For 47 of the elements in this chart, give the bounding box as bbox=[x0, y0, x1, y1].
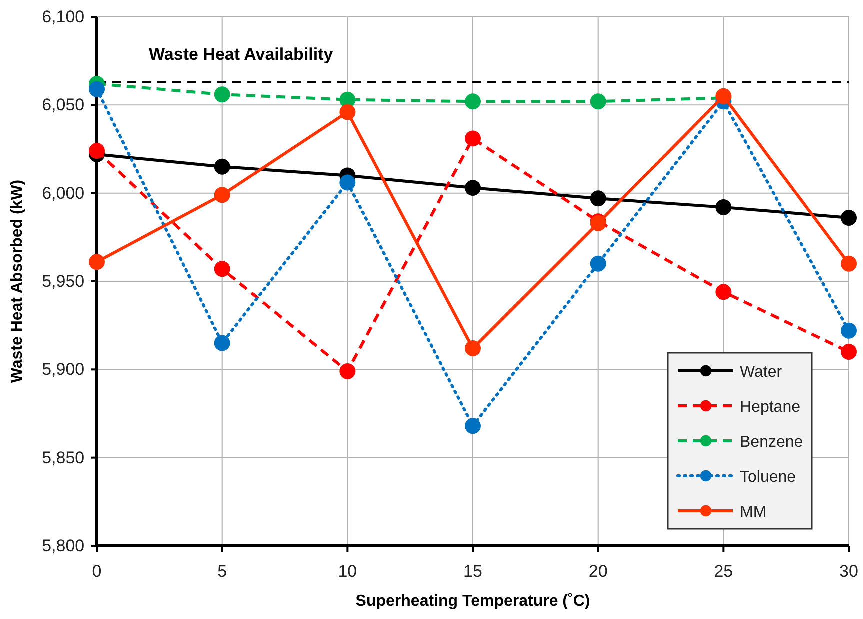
x-tick-label: 20 bbox=[588, 562, 608, 582]
point bbox=[89, 143, 105, 159]
point bbox=[89, 81, 105, 98]
y-tick-label: 5,950 bbox=[42, 272, 85, 291]
point bbox=[841, 344, 857, 360]
x-axis-title: Superheating Temperature (˚C) bbox=[356, 593, 590, 610]
y-tick-label: 5,900 bbox=[42, 360, 85, 380]
legend-label: Heptane bbox=[740, 399, 801, 416]
point bbox=[590, 94, 606, 110]
x-tick-label: 5 bbox=[218, 562, 228, 582]
point bbox=[465, 340, 481, 356]
point bbox=[841, 210, 857, 226]
point bbox=[214, 187, 230, 204]
point bbox=[716, 199, 732, 216]
point bbox=[465, 180, 481, 196]
point bbox=[340, 363, 356, 380]
x-tick-label: 25 bbox=[714, 562, 734, 582]
y-tick-label: 6,100 bbox=[42, 7, 85, 26]
x-tick-label: 0 bbox=[92, 562, 102, 582]
point bbox=[716, 284, 732, 300]
x-tick-label: 30 bbox=[840, 562, 858, 582]
legend-label: Benzene bbox=[740, 434, 804, 451]
point bbox=[590, 190, 606, 207]
y-axis-title: Waste Heat Absorbed (kW) bbox=[9, 180, 26, 384]
point bbox=[465, 130, 481, 147]
point bbox=[465, 418, 481, 434]
y-tick-label: 6,000 bbox=[42, 184, 85, 203]
x-tick-label: 15 bbox=[464, 562, 482, 582]
point bbox=[214, 261, 230, 278]
x-tick-label: 10 bbox=[338, 562, 358, 582]
point bbox=[590, 256, 606, 272]
point bbox=[841, 322, 857, 339]
y-tick-label: 5,800 bbox=[42, 536, 85, 556]
point bbox=[89, 254, 105, 270]
point bbox=[340, 174, 356, 191]
y-tick-label: 5,850 bbox=[42, 448, 85, 468]
point bbox=[214, 335, 230, 352]
point bbox=[214, 158, 230, 175]
point bbox=[214, 86, 230, 103]
point bbox=[340, 104, 356, 120]
y-tick-label: 6,050 bbox=[42, 96, 85, 115]
legend-label: Water bbox=[740, 364, 783, 381]
legend-label: Toluene bbox=[740, 469, 796, 486]
point bbox=[465, 94, 481, 110]
point bbox=[841, 256, 857, 272]
legend-label: MM bbox=[740, 504, 767, 521]
ref-line-label: Waste Heat Availability bbox=[149, 45, 334, 64]
